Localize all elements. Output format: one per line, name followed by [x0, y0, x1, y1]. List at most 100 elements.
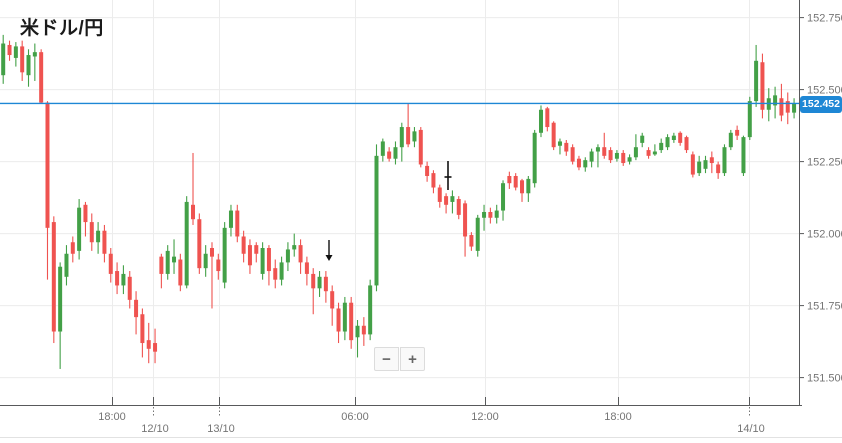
candle[interactable] — [608, 150, 613, 161]
candle[interactable] — [456, 199, 461, 215]
candle[interactable] — [792, 103, 797, 113]
candle[interactable] — [557, 141, 562, 146]
candle[interactable] — [589, 151, 594, 162]
candle[interactable] — [393, 147, 398, 159]
candle[interactable] — [399, 127, 404, 148]
candle[interactable] — [311, 273, 316, 289]
candle[interactable] — [526, 178, 531, 194]
candle[interactable] — [361, 325, 366, 335]
candle[interactable] — [209, 248, 214, 257]
candle[interactable] — [659, 142, 664, 151]
candle[interactable] — [463, 203, 468, 237]
candle[interactable] — [418, 129, 423, 165]
candle[interactable] — [153, 343, 158, 352]
candle[interactable] — [115, 271, 120, 286]
candle[interactable] — [425, 165, 430, 176]
candle[interactable] — [134, 299, 139, 318]
candle[interactable] — [216, 259, 221, 272]
candle[interactable] — [108, 253, 113, 274]
candle[interactable] — [437, 187, 442, 202]
candle[interactable] — [222, 227, 227, 283]
candle[interactable] — [20, 46, 25, 73]
candle[interactable] — [703, 160, 708, 169]
candle[interactable] — [1, 43, 6, 76]
candle[interactable] — [646, 150, 651, 156]
candle[interactable] — [785, 101, 790, 113]
candle[interactable] — [690, 154, 695, 175]
candle[interactable] — [387, 151, 392, 159]
candle[interactable] — [709, 157, 714, 164]
candle[interactable] — [178, 259, 183, 286]
candle[interactable] — [501, 183, 506, 211]
candle[interactable] — [779, 98, 784, 116]
candle[interactable] — [627, 157, 632, 162]
candle[interactable] — [273, 268, 278, 280]
candle[interactable] — [697, 161, 702, 174]
candle[interactable] — [323, 276, 328, 292]
candle[interactable] — [304, 262, 309, 274]
candle[interactable] — [444, 196, 449, 205]
candle[interactable] — [570, 147, 575, 162]
candle[interactable] — [640, 135, 645, 143]
candle[interactable] — [7, 44, 12, 56]
candle[interactable] — [45, 102, 50, 228]
candle[interactable] — [292, 245, 297, 250]
candle[interactable] — [159, 256, 164, 274]
zoom-out-button[interactable]: − — [374, 347, 399, 371]
candle[interactable] — [247, 245, 252, 266]
candle[interactable] — [520, 180, 525, 194]
candle[interactable] — [336, 308, 341, 332]
candle[interactable] — [576, 158, 581, 168]
candle[interactable] — [564, 142, 569, 152]
candle[interactable] — [469, 235, 474, 247]
candle[interactable] — [538, 109, 543, 133]
candle[interactable] — [722, 147, 727, 174]
candle[interactable] — [58, 266, 63, 332]
candle[interactable] — [741, 137, 746, 174]
candle[interactable] — [39, 52, 44, 103]
candle[interactable] — [728, 132, 733, 148]
candle[interactable] — [64, 253, 69, 277]
candle[interactable] — [507, 176, 512, 184]
candle[interactable] — [83, 204, 88, 223]
candle[interactable] — [773, 95, 778, 106]
candle[interactable] — [513, 176, 518, 188]
candle[interactable] — [121, 273, 126, 286]
candle[interactable] — [583, 160, 588, 168]
candle[interactable] — [197, 219, 202, 269]
candle[interactable] — [665, 137, 670, 148]
candle[interactable] — [678, 132, 683, 143]
candle[interactable] — [652, 151, 657, 155]
candle[interactable] — [330, 291, 335, 309]
candle[interactable] — [349, 302, 354, 341]
candle[interactable] — [13, 46, 18, 58]
candle[interactable] — [298, 245, 303, 263]
candle[interactable] — [260, 248, 265, 274]
candle[interactable] — [165, 250, 170, 274]
candle[interactable] — [342, 302, 347, 332]
candle[interactable] — [716, 164, 721, 174]
candle[interactable] — [102, 230, 107, 254]
candle[interactable] — [146, 340, 151, 349]
zoom-in-button[interactable]: + — [400, 347, 425, 371]
candle[interactable] — [317, 276, 322, 289]
candle[interactable] — [621, 152, 626, 164]
candle[interactable] — [380, 141, 385, 156]
candle[interactable] — [235, 210, 240, 237]
candle[interactable] — [406, 127, 411, 145]
candle[interactable] — [184, 201, 189, 286]
candle[interactable] — [450, 196, 455, 202]
candle[interactable] — [191, 204, 196, 220]
candle[interactable] — [285, 249, 290, 263]
candle[interactable] — [602, 147, 607, 156]
candle[interactable] — [412, 131, 417, 142]
candle[interactable] — [431, 173, 436, 188]
candle[interactable] — [127, 276, 132, 300]
candle[interactable] — [368, 285, 373, 335]
candle[interactable] — [684, 137, 689, 151]
candle[interactable] — [355, 325, 360, 338]
candle[interactable] — [551, 122, 556, 148]
candle[interactable] — [482, 212, 487, 218]
candle[interactable] — [228, 210, 233, 228]
